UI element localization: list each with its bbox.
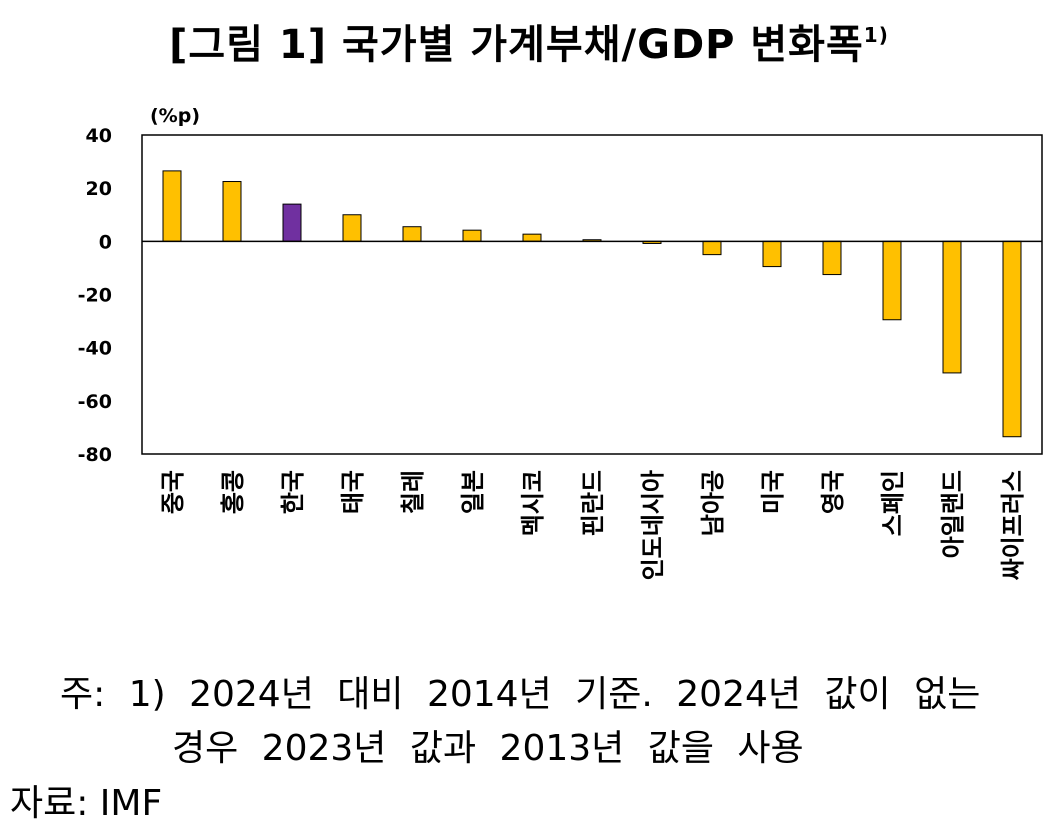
category-label: 미국 — [759, 470, 787, 514]
bar-14 — [1002, 240, 1022, 438]
bars — [162, 170, 1022, 438]
category-label: 태국 — [339, 470, 367, 514]
chart-title-text: [그림 1] 국가별 가계부채/GDP 변화폭 — [169, 22, 864, 68]
category-label: 중국 — [159, 470, 187, 514]
source-note: 자료: IMF — [10, 783, 163, 824]
bar-5 — [462, 229, 482, 242]
category-labels: 중국 홍콩 한국 태국 칠레 일본 멕시코 핀란드 인도네시아 남아공 미국 영국 스페인 아일랜드 싸이프… — [159, 470, 1027, 580]
y-tick-label: 20 — [86, 178, 112, 200]
bar-chart: (%p) 40 20 0 -20 -40 -60 -80 중국 홍콩 한국 태국 칠레 일본 멕시코 핀란… — [78, 105, 1043, 580]
category-label: 멕시코 — [519, 470, 547, 536]
bar-10 — [762, 240, 782, 268]
footnote-mark: 1) — [863, 23, 889, 47]
bar-6 — [522, 233, 542, 242]
bar-4 — [402, 226, 422, 242]
category-label: 한국 — [279, 470, 307, 514]
bar-9 — [702, 240, 722, 256]
bar-13 — [942, 240, 962, 374]
bar-0 — [162, 170, 182, 242]
y-tick-label: 0 — [99, 231, 112, 253]
category-label: 핀란드 — [579, 470, 607, 536]
y-tick-label: -80 — [78, 444, 112, 466]
footnote-line-1: 주: 1) 2024년 대비 2014년 기준. 2024년 값이 없는 — [60, 674, 981, 715]
footnote-line-2: 경우 2023년 값과 2013년 값을 사용 — [172, 728, 804, 769]
y-tick-label: -60 — [78, 391, 112, 413]
category-label: 칠레 — [399, 470, 427, 514]
bar-2 — [282, 203, 302, 242]
plot-area — [141, 134, 1043, 455]
bar-12 — [882, 240, 902, 321]
category-label: 남아공 — [699, 470, 727, 536]
category-label: 스페인 — [879, 470, 907, 536]
category-label: 영국 — [819, 470, 847, 514]
category-label: 일본 — [459, 470, 487, 514]
category-label: 싸이프러스 — [999, 470, 1027, 580]
y-axis-ticks: 40 20 0 -20 -40 -60 -80 — [78, 125, 112, 466]
bar-11 — [822, 240, 842, 276]
bar-3 — [342, 214, 362, 242]
y-tick-label: 40 — [86, 125, 112, 147]
footnote: 주: 1) 2024년 대비 2014년 기준. 2024년 값이 없는 경우 … — [60, 668, 980, 776]
category-label: 인도네시아 — [639, 470, 667, 580]
category-label: 홍콩 — [219, 470, 247, 514]
bar-1 — [222, 181, 242, 242]
y-tick-label: -40 — [78, 338, 112, 360]
category-label: 아일랜드 — [939, 470, 967, 558]
y-tick-label: -20 — [78, 285, 112, 307]
chart-title: [그림 1] 국가별 가계부채/GDP 변화폭1) — [0, 12, 1058, 70]
y-axis-unit-label: (%p) — [150, 105, 200, 127]
